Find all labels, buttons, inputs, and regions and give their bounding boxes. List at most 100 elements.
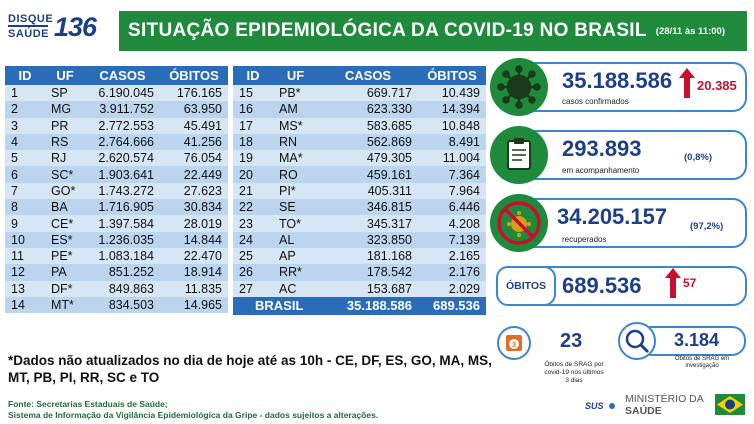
cell-uf: RR* bbox=[273, 264, 318, 281]
cell-uf: PB* bbox=[273, 85, 318, 102]
cell-id: 8 bbox=[5, 199, 45, 216]
cell-uf: TO* bbox=[273, 215, 318, 232]
table-row: 1 SP 6.190.045 176.165 bbox=[5, 85, 228, 102]
cell-casos: 459.161 bbox=[318, 166, 418, 183]
cell-uf: CE* bbox=[45, 215, 85, 232]
table-row: 16 AM 623.330 14.394 bbox=[233, 101, 486, 118]
cell-obitos: 6.446 bbox=[418, 199, 486, 216]
confirmados-delta: 20.385 bbox=[697, 78, 737, 93]
srag-value: 23 bbox=[560, 330, 583, 352]
table-row: 6 SC* 1.903.641 22.449 bbox=[5, 166, 228, 183]
cell-uf: DF* bbox=[45, 280, 85, 297]
cell-obitos: 14.394 bbox=[418, 101, 486, 118]
table-row: 25 AP 181.168 2.165 bbox=[233, 247, 486, 265]
cell-casos: 834.503 bbox=[85, 296, 160, 314]
magnifier-icon-circle bbox=[618, 322, 656, 360]
total-obitos: 689.536 bbox=[418, 296, 486, 315]
confirmados-card bbox=[520, 62, 747, 112]
cell-id: 5 bbox=[5, 150, 45, 167]
cell-uf: MS* bbox=[273, 117, 318, 134]
table-row: 23 TO* 345.317 4.208 bbox=[233, 215, 486, 232]
cell-casos: 2.764.666 bbox=[85, 133, 160, 151]
investigacao-label-line-2: investigação bbox=[685, 363, 719, 369]
acompanhamento-label: em acompanhamento bbox=[562, 166, 640, 175]
table-row: 9 CE* 1.397.584 28.019 bbox=[5, 215, 228, 232]
disque-saude-logo: DISQUE SAÚDE 136 bbox=[4, 10, 116, 46]
investigacao-value: 3.184 bbox=[674, 330, 720, 350]
table-row: 4 RS 2.764.666 41.256 bbox=[5, 133, 228, 151]
cell-id: 23 bbox=[233, 215, 273, 232]
cell-obitos: 7.139 bbox=[418, 231, 486, 248]
srag-label-line-1: Óbitos de SRAG por bbox=[544, 361, 604, 368]
cell-casos: 583.685 bbox=[318, 117, 418, 134]
cell-obitos: 2.176 bbox=[418, 264, 486, 281]
cell-obitos: 176.165 bbox=[160, 85, 228, 102]
cell-obitos: 11.004 bbox=[418, 150, 486, 167]
table-row: 13 DF* 849.863 11.835 bbox=[5, 280, 228, 297]
header-id: ID bbox=[5, 66, 45, 85]
brazil-flag-icon bbox=[715, 394, 745, 415]
header-obitos: ÓBITOS bbox=[160, 66, 228, 85]
header-casos: CASOS bbox=[318, 66, 418, 85]
cell-obitos: 14.965 bbox=[160, 296, 228, 314]
cell-obitos: 14.844 bbox=[160, 231, 228, 248]
header-uf: UF bbox=[45, 66, 85, 85]
table-row: 8 BA 1.716.905 30.834 bbox=[5, 199, 228, 216]
table-row: 24 AL 323.850 7.139 bbox=[233, 231, 486, 248]
states-table-left: ID UF CASOS ÓBITOS 1 SP 6.190.045 176.165 2 M… bbox=[5, 66, 228, 314]
investigacao-label-line-1: Óbitos de SRAG em bbox=[674, 356, 730, 362]
acompanhamento-pct: (0,8%) bbox=[684, 152, 712, 163]
cell-obitos: 41.256 bbox=[160, 133, 228, 151]
acompanhamento-value: 293.893 bbox=[562, 136, 642, 161]
cell-uf: PA bbox=[45, 264, 85, 281]
cell-uf: PI* bbox=[273, 182, 318, 200]
table-row: 15 PB* 669.717 10.439 bbox=[233, 85, 486, 102]
cell-id: 24 bbox=[233, 231, 273, 248]
cell-uf: BA bbox=[45, 199, 85, 216]
logo-number: 136 bbox=[54, 12, 97, 42]
cell-casos: 562.869 bbox=[318, 133, 418, 151]
ministerio-line-1: MINISTÉRIO DA bbox=[625, 393, 704, 405]
footnote: *Dados não atualizados no dia de hoje at… bbox=[8, 353, 492, 385]
header-banner: SITUAÇÃO EPIDEMIOLÓGICA DA COVID-19 NO B… bbox=[119, 11, 747, 51]
cell-obitos: 2.165 bbox=[418, 247, 486, 265]
srag-label: Óbitos de SRAG por covid-19 nos últimos … bbox=[538, 361, 610, 385]
footer-logos: SUS MINISTÉRIO DA SAÚDE bbox=[585, 390, 750, 420]
cell-casos: 1.397.584 bbox=[85, 215, 160, 232]
cell-id: 15 bbox=[233, 85, 273, 102]
cell-casos: 669.717 bbox=[318, 85, 418, 102]
cell-uf: RJ bbox=[45, 150, 85, 167]
cell-casos: 346.815 bbox=[318, 199, 418, 216]
up-arrow-icon bbox=[665, 268, 681, 298]
calendar-icon-circle: 3 bbox=[497, 326, 531, 360]
obitos-delta: 57 bbox=[683, 276, 697, 290]
total-label: BRASIL bbox=[233, 296, 318, 315]
cell-uf: AL bbox=[273, 231, 318, 248]
obitos-label-box: ÓBITOS bbox=[496, 266, 556, 306]
states-table-right: ID UF CASOS ÓBITOS 15 PB* 669.717 10.439 16 A… bbox=[233, 66, 486, 315]
ministerio-line-2: SAÚDE bbox=[625, 405, 662, 417]
cell-casos: 3.911.752 bbox=[85, 101, 160, 118]
confirmados-label: casos confirmados bbox=[562, 97, 629, 106]
cell-obitos: 27.623 bbox=[160, 182, 228, 200]
cell-obitos: 22.470 bbox=[160, 247, 228, 265]
cell-id: 18 bbox=[233, 133, 273, 151]
cell-casos: 153.687 bbox=[318, 280, 418, 297]
cell-id: 10 bbox=[5, 231, 45, 248]
cell-uf: RO bbox=[273, 166, 318, 183]
cell-casos: 479.305 bbox=[318, 150, 418, 167]
recuperados-pct: (97,2%) bbox=[690, 221, 724, 232]
table-row: 22 SE 346.815 6.446 bbox=[233, 199, 486, 216]
confirmados-value: 35.188.586 bbox=[562, 68, 673, 93]
clipboard-icon bbox=[507, 138, 531, 170]
table-row: 3 PR 2.772.553 45.491 bbox=[5, 117, 228, 134]
cell-obitos: 22.449 bbox=[160, 166, 228, 183]
no-virus-icon bbox=[497, 201, 541, 245]
cell-obitos: 10.848 bbox=[418, 117, 486, 134]
header-uf: UF bbox=[273, 66, 318, 85]
table-row: 18 RN 562.869 8.491 bbox=[233, 133, 486, 151]
cell-casos: 181.168 bbox=[318, 247, 418, 265]
clipboard-icon-circle bbox=[490, 126, 548, 184]
investigacao-card bbox=[638, 326, 746, 356]
srag-label-line-2: covid-19 nos últimos bbox=[544, 369, 604, 376]
